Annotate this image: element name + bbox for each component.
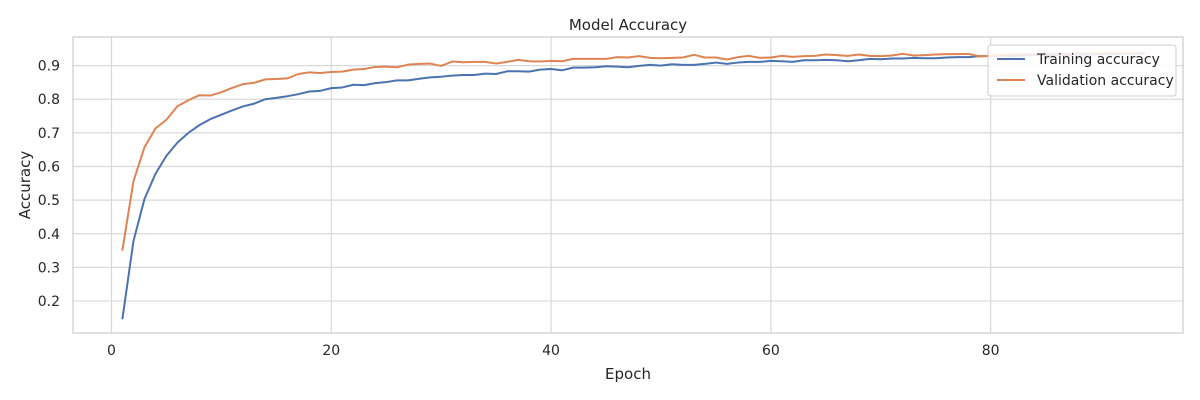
y-tick-label: 0.5: [38, 193, 60, 209]
y-tick-label: 0.8: [38, 92, 60, 108]
x-axis-label: Epoch: [605, 365, 651, 383]
y-tick-label: 0.3: [38, 260, 60, 276]
plot-frame: [72, 36, 1184, 334]
training-accuracy-line: [121, 52, 1146, 320]
chart-title: Model Accuracy: [569, 16, 687, 34]
y-tick-label: 0.4: [38, 227, 60, 243]
x-tick-label: 20: [322, 343, 340, 359]
y-tick-label: 0.7: [38, 126, 60, 142]
x-tick-label: 60: [762, 343, 780, 359]
series-lines: [121, 51, 1146, 320]
validation-accuracy-line: [121, 51, 1146, 251]
x-tick-label: 80: [982, 343, 1000, 359]
x-tick-label: 40: [542, 343, 560, 359]
y-tick-label: 0.6: [38, 160, 60, 176]
x-tick-label: 0: [107, 343, 116, 359]
legend: Training accuracy Validation accuracy: [987, 44, 1177, 97]
y-tick-label: 0.2: [38, 294, 60, 310]
legend-label-validation: Validation accuracy: [1037, 73, 1174, 89]
grid-lines: [73, 37, 1183, 333]
y-axis-label: Accuracy: [16, 151, 34, 220]
legend-label-training: Training accuracy: [1036, 52, 1160, 68]
legend-box: [987, 44, 1177, 97]
tick-labels: 0 20 40 60 80 0.2 0.3 0.4 0.5 0.6 0.7 0.8 0.9: [38, 59, 1000, 359]
y-tick-label: 0.9: [38, 59, 60, 75]
